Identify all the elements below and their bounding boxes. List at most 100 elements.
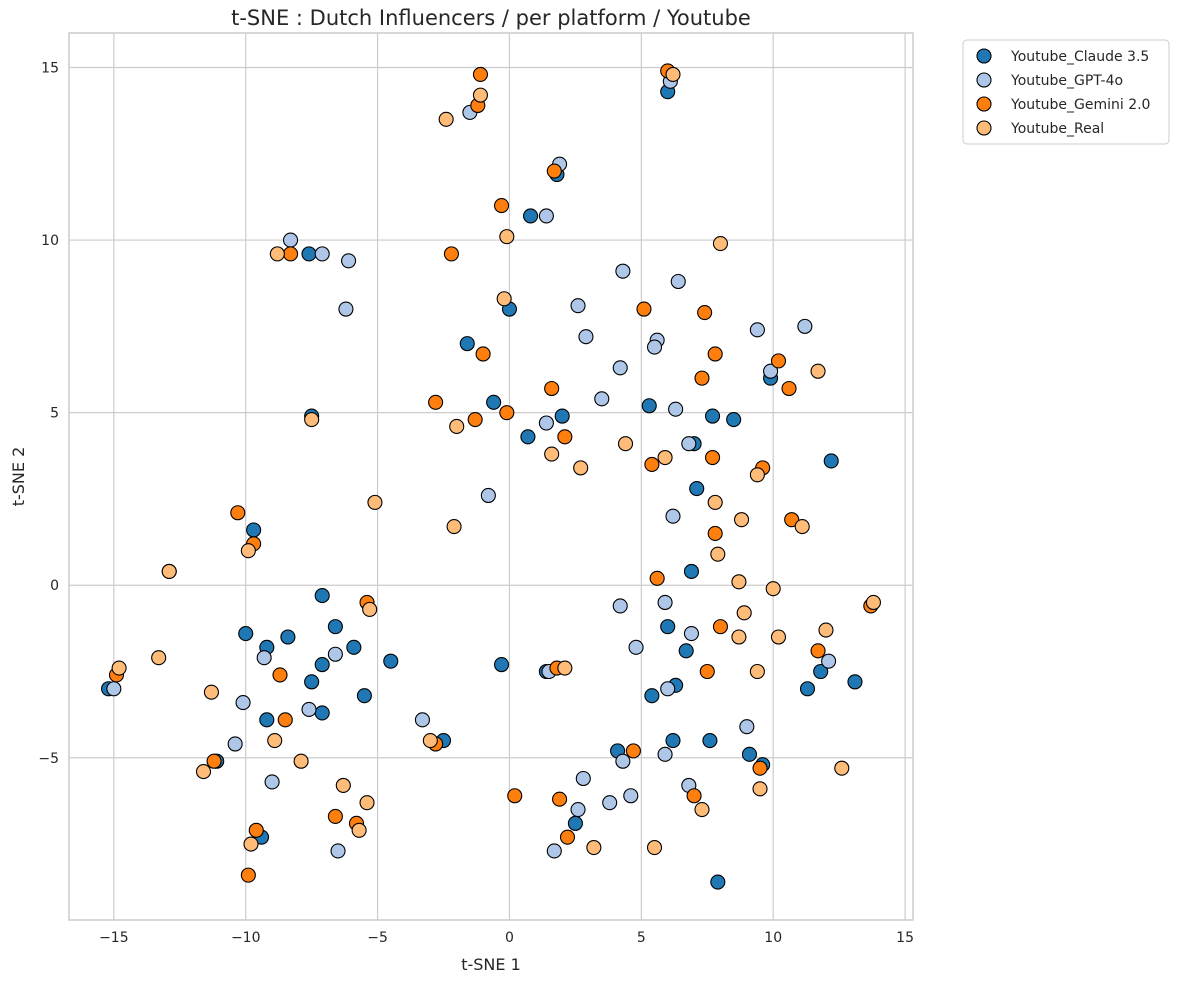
data-point <box>327 646 343 662</box>
plot-frame <box>68 32 914 921</box>
data-point <box>657 449 673 466</box>
x-tick-label: −10 <box>231 930 261 946</box>
data-point <box>810 363 826 379</box>
data-point <box>741 746 758 762</box>
data-point <box>570 802 586 818</box>
data-point <box>493 657 510 673</box>
data-point <box>657 594 673 611</box>
data-point <box>781 380 797 397</box>
data-point <box>752 760 768 776</box>
data-point <box>472 66 489 82</box>
y-tick-label: 10 <box>41 233 59 249</box>
data-point <box>712 235 729 252</box>
data-point <box>707 346 723 362</box>
data-point <box>615 263 631 279</box>
data-point <box>496 291 512 307</box>
data-point <box>821 653 837 669</box>
data-point <box>567 815 583 831</box>
grid-lines <box>69 33 913 920</box>
data-point <box>739 719 755 735</box>
data-point <box>770 353 787 369</box>
data-point <box>586 839 602 856</box>
data-point <box>475 346 491 362</box>
data-point <box>383 653 399 669</box>
data-point <box>259 712 275 728</box>
data-point <box>625 743 641 759</box>
data-point <box>414 712 430 728</box>
data-point <box>351 822 367 838</box>
data-point <box>646 839 663 856</box>
data-point <box>834 760 850 776</box>
legend-label: Youtube_Gemini 2.0 <box>1010 97 1150 113</box>
data-point <box>615 753 631 769</box>
data-point <box>575 770 591 787</box>
data-point <box>810 643 826 659</box>
data-point <box>644 456 660 472</box>
data-point <box>538 208 554 224</box>
data-point <box>467 412 483 428</box>
data-point <box>552 791 568 807</box>
data-point <box>559 829 576 845</box>
data-point <box>731 629 747 645</box>
data-point <box>151 650 167 666</box>
data-points <box>101 63 881 890</box>
data-point <box>694 370 710 386</box>
data-point <box>665 66 681 82</box>
data-point <box>847 674 863 690</box>
data-point <box>823 453 839 469</box>
data-point <box>704 408 721 424</box>
data-point <box>602 795 618 811</box>
data-point <box>697 305 713 321</box>
data-point <box>449 418 465 435</box>
data-point <box>678 643 694 659</box>
data-point <box>538 415 554 431</box>
y-tick-label: −5 <box>38 751 59 767</box>
data-point <box>161 563 177 579</box>
data-point <box>264 774 280 790</box>
data-point <box>106 681 122 697</box>
x-axis-label: t-SNE 1 <box>461 955 521 974</box>
x-tick-label: 0 <box>505 930 514 946</box>
data-point <box>546 163 562 179</box>
data-point <box>644 688 660 704</box>
y-tick-label: 15 <box>41 61 59 77</box>
data-point <box>694 802 710 818</box>
data-point <box>486 394 502 410</box>
legend-label: Youtube_Real <box>1010 121 1104 137</box>
data-point <box>280 629 296 645</box>
data-point <box>710 874 726 890</box>
data-point <box>704 449 721 466</box>
data-point <box>459 336 475 352</box>
data-point <box>612 598 628 614</box>
data-point <box>649 570 665 586</box>
data-point <box>327 619 343 635</box>
plot-background <box>69 33 913 920</box>
tick-labels: −15 −10 −5 0 5 10 15 −5 0 5 10 15 <box>38 61 914 946</box>
data-point <box>752 781 768 797</box>
data-point <box>617 436 634 452</box>
data-point <box>749 322 765 338</box>
data-point <box>578 329 594 345</box>
data-point <box>314 657 330 673</box>
data-point <box>865 594 881 611</box>
data-point <box>668 401 684 417</box>
data-point <box>736 605 752 621</box>
x-tick-label: 5 <box>637 930 646 946</box>
data-point <box>665 508 681 524</box>
data-point <box>472 87 489 103</box>
data-point <box>248 822 264 838</box>
data-point <box>689 481 705 497</box>
data-point <box>794 518 810 535</box>
data-point <box>660 681 676 697</box>
y-axis-label: t-SNE 2 <box>9 447 28 507</box>
data-point <box>267 732 283 749</box>
data-point <box>304 412 320 428</box>
data-point <box>359 795 375 811</box>
data-point <box>230 505 246 521</box>
data-point <box>731 574 747 590</box>
data-point <box>438 111 454 127</box>
data-point <box>227 736 243 752</box>
data-point <box>341 253 357 269</box>
x-tick-label: −5 <box>367 930 388 946</box>
